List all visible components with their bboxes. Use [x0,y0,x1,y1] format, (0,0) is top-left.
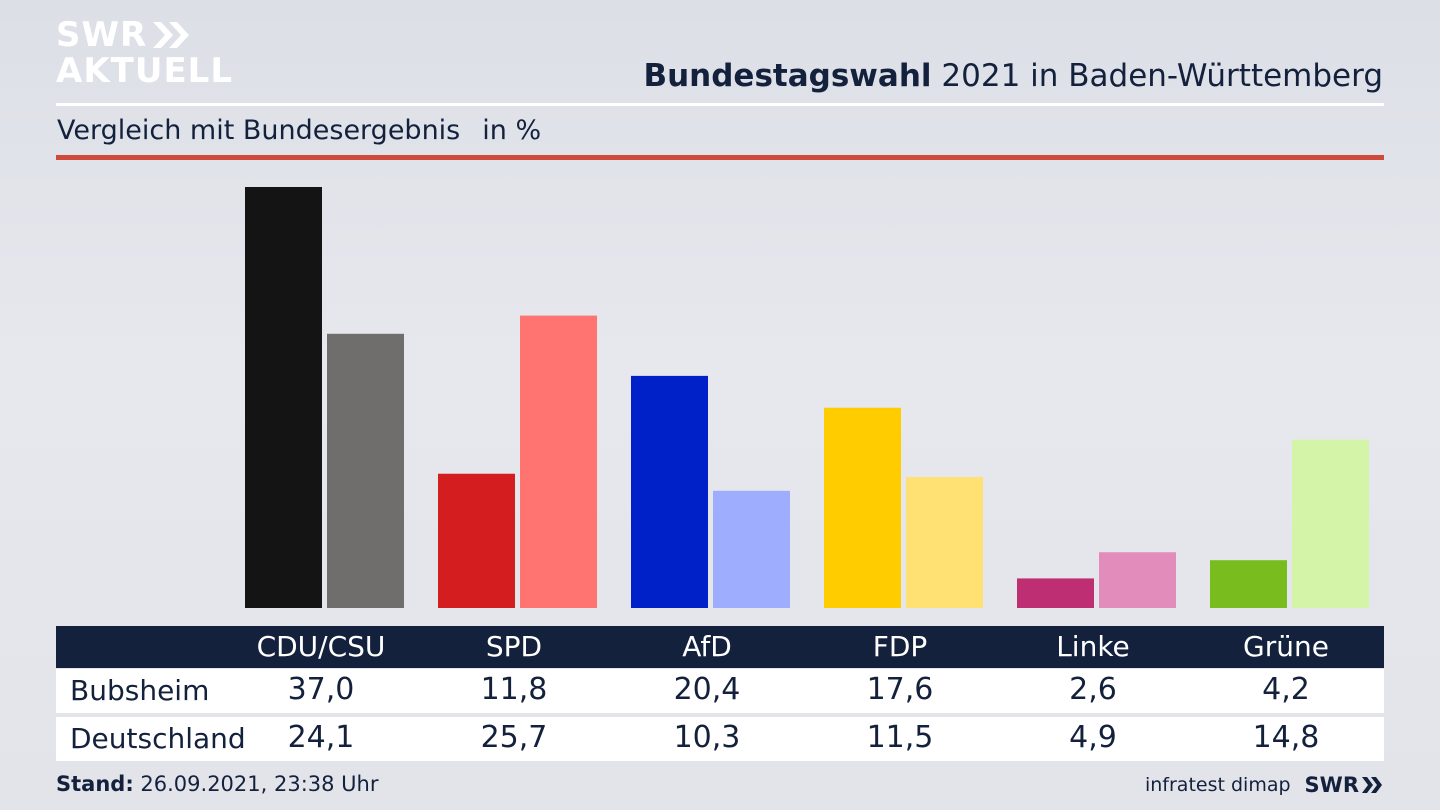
bar-spd-bubsheim [438,473,515,608]
source-credit: infratest dimap SWR [1145,773,1383,797]
table-row-bubsheim: Bubsheim 37,0 11,8 20,4 17,6 2,6 4,2 [56,669,1384,713]
bar-linke-deutschland [1099,552,1176,608]
chart-title-bold: Bundestagswahl [643,58,932,94]
row-label: Deutschland [70,722,246,755]
logo-line-1: SWR [56,15,148,55]
column-header: CDU/CSU [256,630,386,663]
table-cell-value: 25,7 [480,720,548,755]
double-chevron-right-icon [153,22,190,48]
table-cell-value: 20,4 [673,672,741,707]
table-cell-value: 2,6 [1069,672,1117,707]
title-divider [56,103,1384,106]
table-cell-value: 37,0 [287,672,355,707]
chart-subtitle: Vergleich mit Bundesergebnis in % [57,115,541,146]
swr-footer-text: SWR [1304,773,1359,797]
bar-fdp-deutschland [906,477,983,608]
column-header: FDP [872,630,928,663]
column-header: Linke [1056,630,1130,663]
column-header: Grüne [1243,630,1329,663]
source-text: infratest dimap [1144,774,1291,796]
table-cell-value: 14,8 [1252,720,1320,755]
stand-value: 26.09.2021, 23:38 Uhr [133,772,379,796]
table-cell-value: 17,6 [866,672,934,707]
timestamp: Stand: 26.09.2021, 23:38 Uhr [56,772,379,796]
table-cell-value: 4,2 [1262,672,1310,707]
bar-afd-deutschland [713,490,790,608]
column-header: AfD [682,630,732,663]
swr-footer-logo: SWR [1305,773,1383,797]
table-cell-value: 4,9 [1069,720,1117,755]
stand-label: Stand: [56,772,134,796]
bar-linke-bubsheim [1017,578,1094,608]
swr-aktuell-logo: SWR AKTUELL [56,18,233,88]
logo-line-2: AKTUELL [56,51,234,91]
table-row-deutschland: Deutschland 24,1 25,7 10,3 11,5 4,9 14,8 [56,717,1384,761]
table-cell-value: 11,8 [480,672,548,707]
chart-title-rest: 2021 in Baden-Württemberg [931,58,1383,94]
bar-cdu-csu-deutschland [327,333,404,608]
subtitle-text: Vergleich mit Bundesergebnis [57,115,461,146]
bar-afd-bubsheim [631,375,708,608]
bar-fdp-bubsheim [824,407,901,608]
double-chevron-right-icon [1362,777,1382,793]
bar-grüne-bubsheim [1210,560,1287,608]
table-header-row: CDU/CSU SPD AfD FDP Linke Grüne [56,626,1384,668]
table-cell-value: 11,5 [866,720,934,755]
bar-grüne-deutschland [1292,439,1369,608]
row-label: Bubsheim [70,674,210,707]
chart-title: Bundestagswahl 2021 in Baden-Württemberg [643,58,1383,94]
bar-spd-deutschland [520,315,597,608]
table-cell-value: 24,1 [287,720,355,755]
accent-divider [56,155,1384,160]
bar-cdu-csu-bubsheim [245,187,322,608]
table-cell-value: 10,3 [673,720,741,755]
unit-label: in % [482,115,542,146]
column-header: SPD [485,630,543,663]
